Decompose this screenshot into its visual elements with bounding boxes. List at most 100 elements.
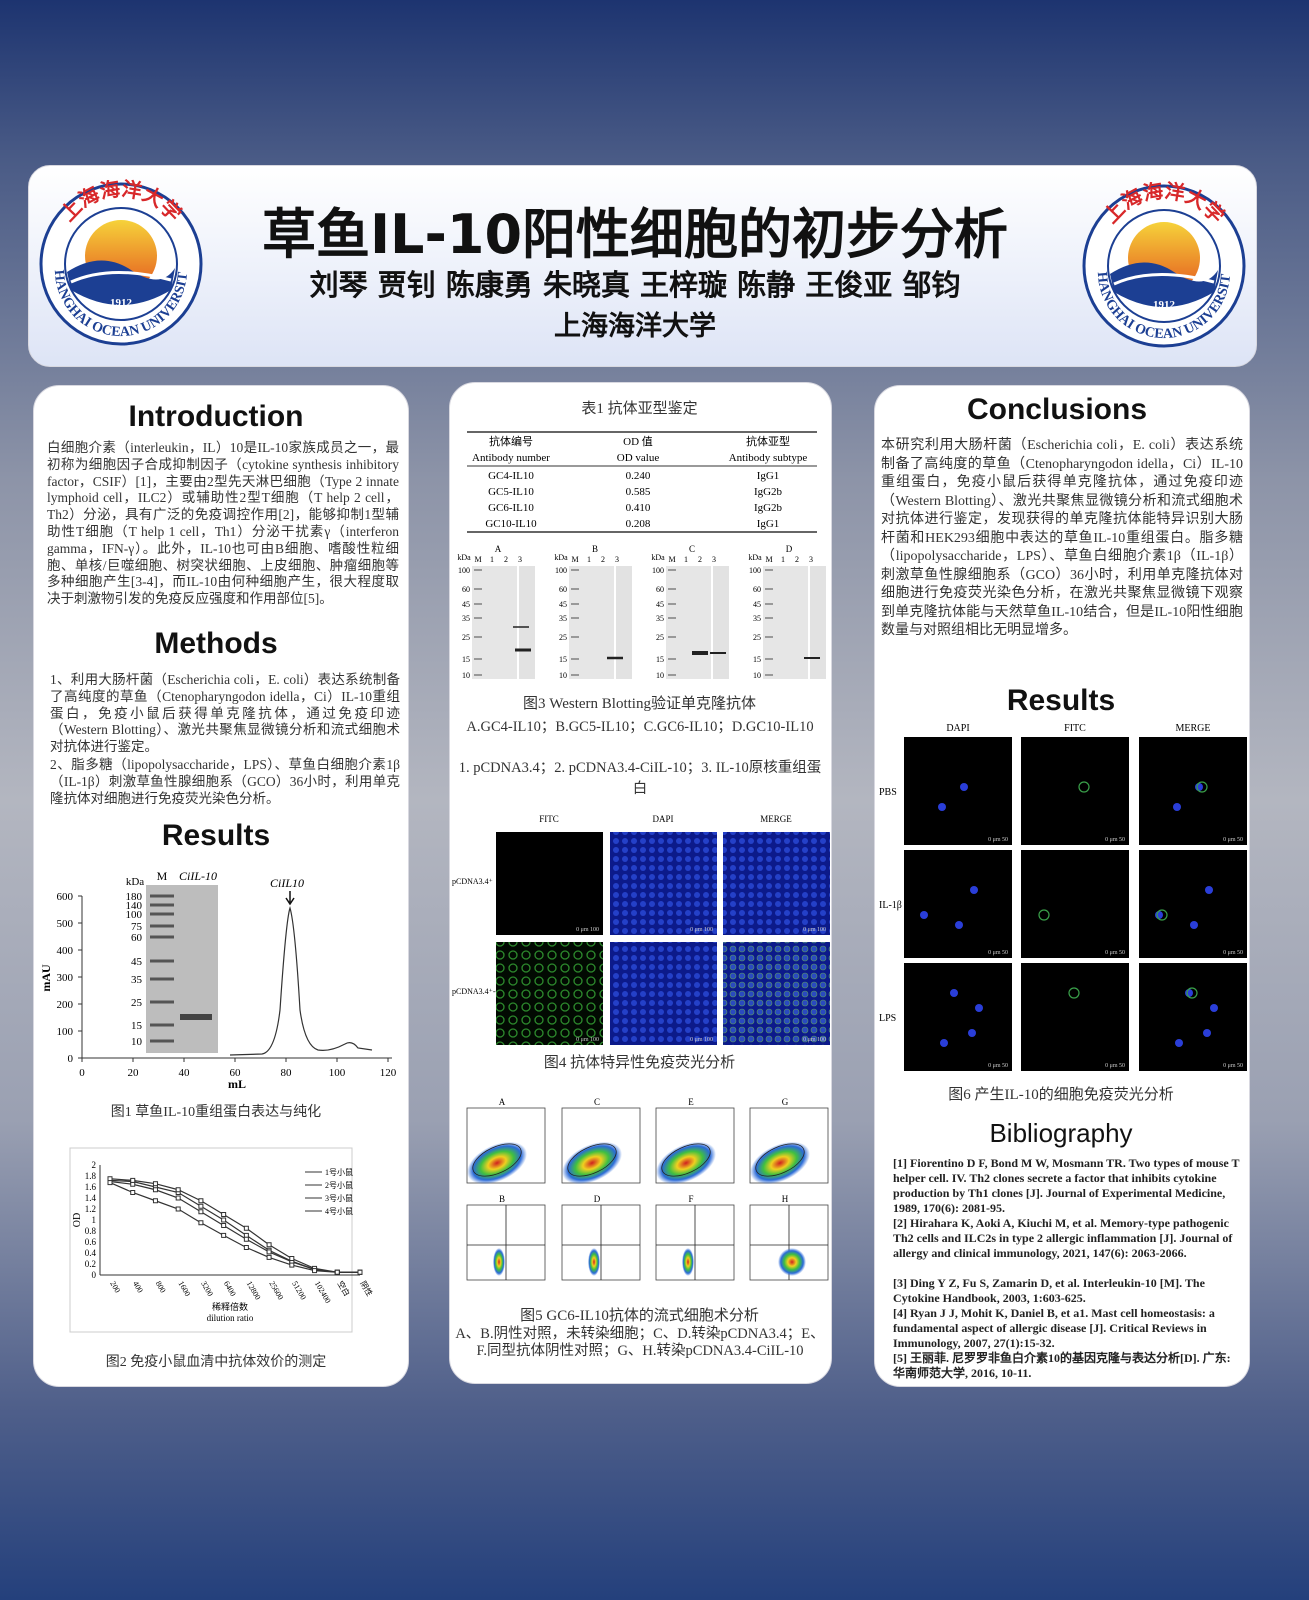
fitc-signal [1196, 781, 1208, 793]
ladder-band [150, 935, 174, 939]
scale-label: 0 μm 50 [1105, 1063, 1125, 1069]
section-heading: Results [161, 819, 271, 852]
marker-label: 60 [656, 585, 664, 594]
panel-letter: A [499, 1097, 506, 1107]
scale-label: 0 μm 100 [690, 1037, 713, 1043]
lane-label: M [765, 555, 772, 564]
table-cell: IgG2b [754, 486, 783, 498]
fitc-signal [1068, 987, 1080, 999]
caption: 表1 抗体亚型鉴定 [581, 401, 698, 417]
panel-letter: E [688, 1097, 694, 1107]
y-tick-label: 200 [57, 999, 74, 1011]
marker-label: 25 [753, 633, 761, 642]
logo-year: 1912 [110, 297, 133, 309]
ladder-band [150, 1023, 174, 1027]
panel-letter: G [782, 1097, 789, 1107]
x-axis-label: mL [228, 1077, 246, 1091]
micrograph [1139, 963, 1247, 1071]
section-heading: Conclusions [966, 393, 1147, 426]
ladder-band [765, 588, 773, 590]
legend: 1. pCDNA3.4；2. pCDNA3.4-CiIL-10；3. IL-10… [458, 760, 822, 797]
curve-marker [243, 1236, 249, 1242]
ladder-band [765, 569, 773, 571]
curve-marker [243, 1245, 249, 1250]
curve-marker [130, 1190, 136, 1195]
section-heading: Results [1006, 684, 1116, 717]
marker-label: 25 [462, 633, 470, 642]
lane-label: M [668, 555, 675, 564]
paragraph: 白细胞介素（interleukin，IL）10是IL-10家族成员之一，最初称为… [47, 440, 399, 607]
blot-band [692, 651, 708, 655]
ladder-band [765, 674, 773, 676]
row-label-text: pCDNA3.4⁺ [452, 877, 493, 886]
legend-label: 4号小鼠 [325, 1207, 353, 1216]
nucleus [1175, 1039, 1183, 1047]
table-header: 抗体亚型 [746, 434, 790, 448]
curve-marker [152, 1181, 158, 1187]
panel-letter: B [592, 544, 598, 554]
panel-letter: D [786, 544, 793, 554]
table-cell: 0.208 [626, 518, 651, 530]
marker-label: 35 [131, 974, 143, 986]
marker-label: 60 [462, 585, 470, 594]
blot-band [607, 656, 623, 660]
scale-label: 0 μm 100 [576, 927, 599, 933]
panel-letter: H [782, 1194, 789, 1204]
dilution-curve [109, 1182, 360, 1273]
micrograph [1021, 737, 1129, 845]
ladder-band [668, 636, 676, 638]
scale-label: 0 μm 50 [1223, 837, 1243, 843]
ladder-band [765, 617, 773, 619]
fitc-signal [1186, 987, 1198, 999]
micrograph [1139, 737, 1247, 845]
lane-label: M [571, 555, 578, 564]
ladder-band [668, 674, 676, 676]
curve-marker [243, 1225, 249, 1231]
caption: 图2 免疫小鼠血清中抗体效价的测定 [105, 1355, 327, 1370]
y-tick-label: 600 [57, 891, 74, 903]
scale-label: 0 μm 50 [988, 1063, 1008, 1069]
row-label: pCDNA3.4⁺-CiIL-10 [452, 987, 521, 996]
marker-label: 10 [462, 671, 470, 680]
lane-label: 3 [809, 555, 813, 564]
y-tick-label: 500 [57, 918, 74, 930]
marker-label: 60 [559, 585, 567, 594]
ladder-band [474, 603, 482, 605]
micrograph [723, 832, 830, 935]
micrograph [1021, 850, 1129, 958]
reference: [5] 王丽菲. 尼罗罗非鱼白介素10的基因克隆与表达分析[D]. 广东: 华南… [893, 1351, 1231, 1380]
reference: [3] Ding Y Z, Fu S, Zamarin D, et al. In… [893, 1276, 1205, 1305]
column-label: MERGE [760, 814, 792, 824]
paragraph: 本研究利用大肠杆菌（Escherichia coli，E. coli）表达系统制… [881, 438, 1243, 638]
curve-marker [107, 1180, 113, 1186]
nucleus [975, 1004, 983, 1012]
scale-label: 0 μm 100 [690, 927, 713, 933]
marker-label: 100 [652, 566, 664, 575]
curve-marker [221, 1217, 227, 1223]
curve-marker [152, 1198, 158, 1204]
ladder-band [765, 658, 773, 660]
y-tick-label: 400 [57, 945, 74, 957]
y-tick-label: 0.8 [85, 1226, 97, 1236]
marker-label: 10 [559, 671, 567, 680]
nucleus [950, 989, 958, 997]
ladder-band [150, 977, 174, 981]
marker-label: 15 [559, 655, 567, 664]
scale-label: 0 μm 50 [1223, 950, 1243, 956]
blot [666, 566, 711, 679]
caption: 图4 抗体特异性免疫荧光分析 [543, 1055, 736, 1071]
ladder-band [668, 569, 676, 571]
ladder-band [571, 588, 579, 590]
marker-label: 10 [656, 671, 664, 680]
fitc-signal [1078, 781, 1090, 793]
y-tick-label: 0 [68, 1053, 74, 1065]
logo-wave [67, 260, 175, 305]
marker-label: 25 [131, 997, 143, 1009]
arrow [285, 891, 295, 906]
ladder-band [150, 924, 174, 928]
y-tick-label: 2 [92, 1160, 97, 1170]
column-label: FITC [1064, 723, 1086, 734]
ladder-band [668, 658, 676, 660]
marker-label: 180 [126, 891, 143, 903]
nucleus [940, 1039, 948, 1047]
